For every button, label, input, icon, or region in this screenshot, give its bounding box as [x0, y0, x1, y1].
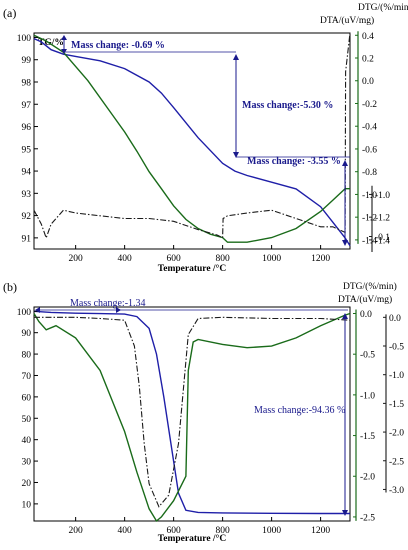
panel-a-dta-ticks: 0.4 0.2 0.0 -0.2 -0.4 -0.6 -0.8 -1.0 -1.2 -1.4 — [355, 31, 377, 246]
panel-b-series-tg-line — [33, 310, 350, 515]
panel-a-x-tick-label: 400 — [118, 254, 133, 264]
panel-a-annotation-1: Mass change: -0.69 % — [61, 35, 236, 54]
panel-b-dtg-axis-title: DTG/(%/min) — [343, 281, 397, 292]
panel-b-x-ticks: 200 400 600 800 1000 1200 — [69, 517, 330, 536]
panel-a-x-axis-title: Temperature /°C — [158, 263, 227, 274]
panel-a-tg-tick-label: 97 — [22, 101, 32, 111]
panel-b-tg-tick-label: 30 — [22, 458, 32, 468]
panel-b-tg-tick-label: 10 — [22, 500, 32, 510]
panel-b-series — [33, 310, 351, 523]
panel-b-dtg-tick-label: -1.0 — [389, 371, 404, 381]
panel-a-tg-tick-label: 100 — [17, 34, 32, 44]
panel-b-x-tick-label: 1200 — [311, 526, 330, 536]
panel-b-dta-tick-label: -1.5 — [360, 432, 375, 442]
panel-a: (a) DTG/(%/min) DTA/(uV/mg) TG/% 200 400 6… — [3, 2, 408, 274]
panel-a-dta-tick-label: -0.6 — [362, 145, 377, 155]
panel-b-dtg-tick-label: -1.5 — [389, 400, 404, 410]
panel-a-series-tg-line — [33, 37, 351, 247]
panel-a-series-dtg-line — [33, 32, 351, 240]
panel-b-plot-frame — [33, 306, 351, 522]
panel-b-dta-tick-label: -0.5 — [360, 351, 375, 361]
panel-b-annotation-2-text: Mass change:-94.36 % — [254, 405, 345, 416]
panel-b-annotation-1-text: Mass change:-1.34 — [70, 298, 146, 309]
panel-b-annotation-1: Mass change:-1.34 — [35, 298, 348, 313]
panel-a-x-tick-label: 200 — [69, 254, 84, 264]
panel-a-x-tick-label: 600 — [167, 254, 182, 264]
panel-b-tg-tick-label: 40 — [22, 436, 32, 446]
panel-b-dtg-tick-label: 0.0 — [389, 314, 401, 324]
panel-b-dtg-tick-label: -0.5 — [389, 343, 404, 353]
panel-a-dta-tick-label: -1.2 — [362, 214, 377, 224]
panel-b-tg-tick-label: 70 — [22, 372, 32, 382]
panel-b-dta-tick-label: -1.0 — [360, 391, 375, 401]
panel-a-tg-tick-label: 95 — [22, 145, 32, 155]
panel-a-tg-tick-label: 98 — [22, 78, 32, 88]
panel-b-dta-axis-title: DTA/(uV/mg) — [338, 294, 392, 305]
panel-a-dtg-axis-title: DTG/(%/min) — [358, 2, 408, 13]
panel-b-tg-tick-label: 80 — [22, 351, 32, 361]
panel-b-dta-tick-label: 0.0 — [360, 310, 372, 320]
panel-b-dtg-ticks: 0.0 -0.5 -1.0 -1.5 -2.0 -2.5 -3.0 — [383, 314, 404, 496]
panel-a-tg-tick-label: 93 — [22, 190, 32, 200]
panel-b-x-tick-label: 200 — [69, 526, 84, 536]
panel-a-x-tick-label: 1000 — [262, 254, 281, 264]
panel-a-tg-tick-label: 96 — [22, 123, 32, 133]
panel-a-annotation-3: Mass change: -3.55 % — [247, 156, 348, 246]
panel-a-tg-tick-label: 91 — [22, 234, 32, 244]
panel-b-dta-tick-label: -2.0 — [360, 473, 375, 483]
panel-b-x-tick-label: 800 — [215, 526, 230, 536]
panel-b-x-tick-label: 400 — [118, 526, 133, 536]
panel-b-series-dta-line — [33, 312, 351, 523]
panel-a-series-dta-line — [33, 34, 350, 243]
panel-b-annotation-2: Mass change:-94.36 % — [254, 313, 348, 516]
panel-a-dta-tick-label: -1.4 — [362, 236, 377, 246]
panel-a-dtg-tick-label: -0.1 — [375, 233, 390, 243]
panel-b-dta-tick-label: -2.5 — [360, 513, 375, 523]
panel-b-dtg-tick-label: -2.0 — [389, 429, 404, 439]
panel-a-dta-axis-title: DTA/(uV/mg) — [320, 15, 374, 26]
panel-a-tg-ticks: 100 99 98 97 96 95 94 93 92 91 — [17, 34, 38, 244]
panel-b-tg-tick-label: 90 — [22, 329, 32, 339]
panel-a-x-tick-label: 1200 — [311, 254, 330, 264]
panel-a-dta-tick-label: -1.0 — [362, 191, 377, 201]
panel-a-annotation-2-text: Mass change:-5.30 % — [242, 100, 333, 111]
panel-b-dta-ticks: 0.0 -0.5 -1.0 -1.5 -2.0 -2.5 — [353, 309, 375, 523]
panel-a-dtg-ticks: -1.0 -1.2 -1.4-0.1 — [369, 185, 390, 252]
panel-b: (b) DTG/(%/min) DTA/(uV/mg) 200 400 600 800… — [3, 280, 404, 544]
panel-b-tg-tick-label: 60 — [22, 393, 32, 403]
panel-b-series-dtg-line — [34, 316, 351, 508]
panel-b-x-tick-label: 1000 — [262, 526, 281, 536]
panel-a-dta-tick-label: -0.8 — [362, 168, 377, 178]
panel-b-tg-tick-label: 50 — [22, 415, 32, 425]
panel-a-tg-axis-title: TG/% — [38, 38, 64, 48]
panel-a-annotation-2: Mass change:-5.30 % — [233, 54, 350, 158]
panel-a-dta-tick-label: 0.2 — [362, 55, 374, 65]
panel-a-tg-tick-label: 99 — [22, 56, 32, 66]
panel-b-dtg-tick-label: -3.0 — [389, 486, 404, 496]
panel-a-x-tick-label: 800 — [215, 254, 230, 264]
panel-a-plot-frame — [33, 32, 351, 250]
panel-b-x-tick-label: 600 — [167, 526, 182, 536]
panel-a-label: (a) — [3, 6, 16, 20]
panel-b-tg-tick-label: 20 — [22, 479, 32, 489]
panel-a-dtg-tick-label: -1.4 — [375, 236, 390, 246]
panel-a-dtg-tick-label: -1.2 — [375, 214, 390, 224]
panel-b-label: (b) — [3, 280, 17, 294]
panel-a-dta-tick-label: -0.2 — [362, 100, 377, 110]
panel-a-dtg-tick-label: -1.0 — [375, 191, 390, 201]
panel-a-dta-tick-label: 0.0 — [362, 77, 374, 87]
panel-a-tg-tick-label: 94 — [22, 168, 32, 178]
panel-a-annotation-3-text: Mass change: -3.55 % — [247, 156, 341, 167]
panel-b-tg-tick-label: 100 — [17, 308, 32, 318]
panel-a-tg-tick-label: 92 — [22, 212, 32, 222]
panel-a-annotation-1-text: Mass change: -0.69 % — [71, 40, 165, 51]
panel-a-x-ticks: 200 400 600 800 1000 1200 — [69, 245, 330, 264]
panel-a-series — [33, 32, 351, 247]
panel-a-dta-tick-label: 0.4 — [362, 32, 374, 42]
panel-b-x-axis-title: Temperature /°C — [158, 533, 227, 544]
panel-b-dtg-tick-label: -2.5 — [389, 457, 404, 467]
panel-a-dta-tick-label: -0.4 — [362, 123, 377, 133]
panel-b-tg-ticks: 100 90 80 70 60 50 40 30 20 10 — [17, 308, 38, 510]
